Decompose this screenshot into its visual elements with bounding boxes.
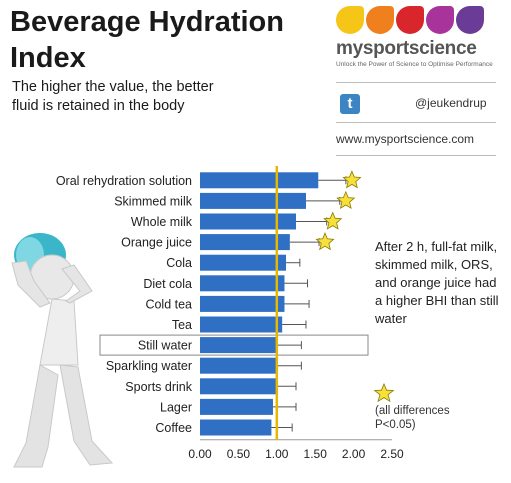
brand-tagline: Unlock the Power of Science to Optimise … [336, 61, 493, 68]
website-link[interactable]: www.mysportscience.com [336, 132, 475, 146]
divider [336, 122, 496, 123]
findings-note: After 2 h, full-fat milk, skimmed milk, … [375, 239, 499, 326]
bar [200, 275, 285, 292]
drop-icons [336, 6, 506, 34]
bar [200, 295, 285, 312]
category-label: Whole milk [131, 215, 193, 229]
significance-star [315, 232, 335, 251]
x-tick-label: 1.00 [265, 447, 289, 461]
star-icon [374, 383, 394, 403]
bar [200, 398, 273, 415]
category-label: Orange juice [121, 236, 192, 250]
bar [200, 419, 272, 436]
person-drinking-illustration [11, 233, 114, 468]
category-label: Coffee [155, 421, 192, 435]
bar [200, 213, 296, 230]
bar [200, 337, 277, 354]
twitter-handle[interactable]: @jeukendrup [415, 96, 487, 110]
category-label: Tea [172, 318, 192, 332]
category-label: Skimmed milk [114, 194, 193, 208]
brand-name: mysportscience [336, 38, 477, 59]
category-label: Still water [138, 339, 192, 353]
category-label: Cola [166, 256, 192, 270]
divider [336, 82, 496, 83]
twitter-icon: t [340, 94, 360, 114]
brand-logo: mysportscience Unlock the Power of Scien… [336, 6, 506, 68]
drop-icon [426, 6, 454, 34]
bar [200, 234, 290, 251]
subtitle: The higher the value, the better fluid i… [12, 78, 252, 116]
bar [200, 172, 319, 189]
highlight-box [99, 334, 369, 356]
category-label: Diet cola [143, 277, 192, 291]
bar [200, 192, 306, 209]
significance-star [323, 211, 343, 230]
bar [200, 357, 277, 374]
category-label: Lager [160, 400, 192, 414]
title-line-1: Beverage Hydration [10, 6, 284, 38]
subtitle-line-2: fluid is retained in the body [12, 98, 185, 114]
drop-icon [456, 6, 484, 34]
bar [200, 378, 277, 395]
category-label: Sports drink [125, 380, 192, 394]
drop-icon [366, 6, 394, 34]
subtitle-line-1: The higher the value, the better [12, 79, 214, 95]
title-line-2: Index [10, 42, 86, 74]
category-label: Cold tea [145, 297, 192, 311]
drop-icon [336, 6, 364, 34]
category-label: Oral rehydration solution [56, 174, 192, 188]
x-tick-label: 0.50 [227, 447, 251, 461]
divider [336, 155, 496, 156]
x-tick-label: 1.50 [304, 447, 328, 461]
significance-star [342, 170, 362, 189]
x-tick-label: 2.00 [342, 447, 366, 461]
x-tick-label: 0.00 [188, 447, 212, 461]
bar [200, 316, 283, 333]
drop-icon [396, 6, 424, 34]
category-label: Sparkling water [106, 359, 192, 373]
significance-star [336, 190, 356, 210]
x-tick-label: 2.50 [380, 447, 404, 461]
bar [200, 254, 287, 271]
significance-note: (all differences P<0.05) [375, 405, 450, 431]
